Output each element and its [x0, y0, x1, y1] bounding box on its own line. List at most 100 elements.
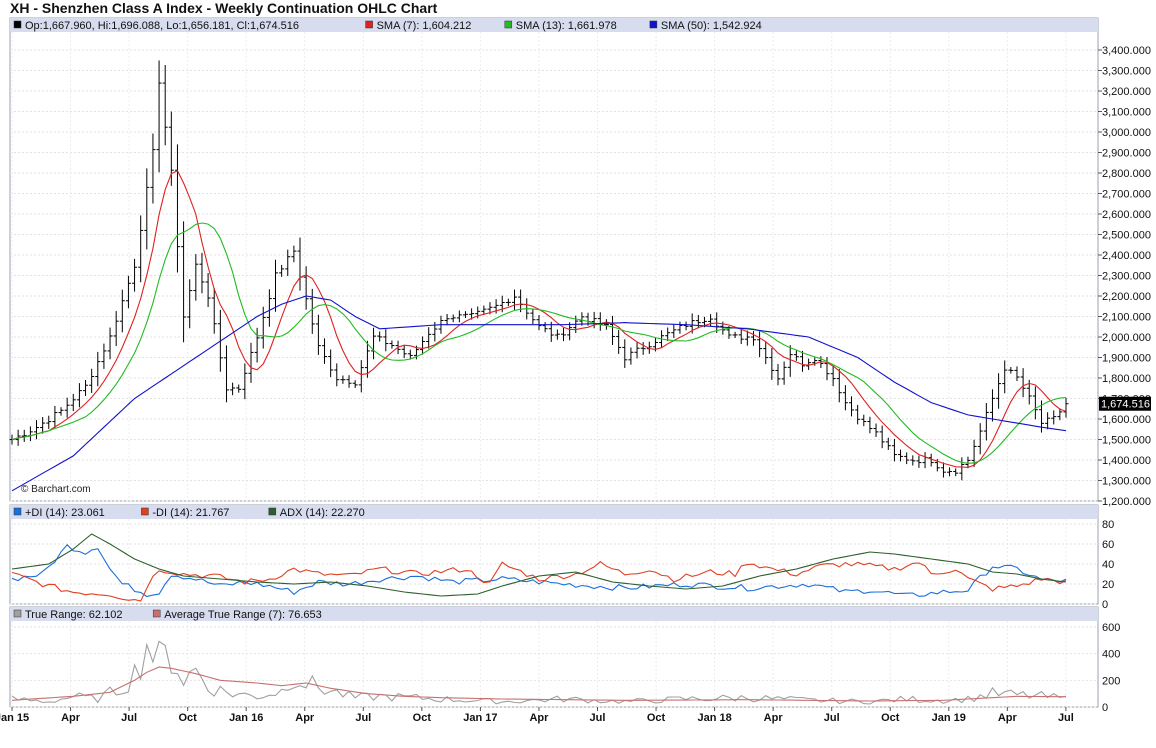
- ohlc-bar: [132, 258, 138, 292]
- dmi-y-tick-label: 80: [1102, 519, 1114, 531]
- price-panel: [9, 17, 1099, 502]
- ohlc-bar: [800, 350, 805, 372]
- dmi-y-tick-label: 0: [1102, 599, 1108, 611]
- ohlc-bar: [181, 221, 187, 343]
- ohlc-bar: [830, 366, 836, 387]
- ohlc-bar: [119, 289, 125, 333]
- x-axis-label: Jul: [824, 712, 840, 724]
- ohlc-bar: [708, 314, 714, 327]
- price-y-tick-label: 2,400.000: [1102, 250, 1151, 262]
- ohlc-bar: [383, 329, 389, 352]
- ohlc-bar: [469, 308, 475, 320]
- atr_panel-legend-label: True Range: 62.102: [25, 609, 122, 621]
- dmi_panel-legend-label: -DI (14): 21.767: [152, 507, 229, 519]
- price-y-tick-label: 2,800.000: [1102, 168, 1151, 180]
- ohlc-bar: [947, 467, 953, 477]
- ohlc-bar: [444, 314, 450, 326]
- price-y-tick-label: 1,800.000: [1102, 373, 1151, 385]
- ohlc-bar: [806, 358, 812, 370]
- ohlc-bar: [769, 348, 775, 380]
- ohlc-bar: [873, 423, 879, 437]
- ohlc-bar: [996, 373, 1002, 409]
- price-y-tick-label: 3,000.000: [1102, 127, 1151, 139]
- ohlc-bar: [285, 249, 291, 277]
- x-axis-label: Jan 16: [229, 712, 263, 724]
- ohlc-bar: [150, 133, 156, 204]
- ohlc-bar: [162, 65, 168, 146]
- price-y-tick-label: 2,200.000: [1102, 291, 1151, 303]
- x-axis-label: Apr: [998, 712, 1018, 724]
- price-y-tick-label: 3,400.000: [1102, 45, 1151, 57]
- price-y-tick-label: 2,000.000: [1102, 332, 1151, 344]
- ohlc-bar: [40, 417, 46, 434]
- ohlc-bar: [377, 331, 383, 342]
- price_panel-legend-label: SMA (13): 1,661.978: [516, 20, 617, 32]
- ohlc-bar: [640, 342, 646, 355]
- ohlc-bar: [744, 330, 750, 346]
- ohlc-bar: [352, 380, 358, 388]
- price-y-tick-label: 1,300.000: [1102, 476, 1151, 488]
- ohlc-bar: [248, 342, 254, 383]
- ohlc-bar: [205, 272, 211, 308]
- price_panel-legend-swatch: [365, 20, 373, 29]
- price-y-tick-label: 3,300.000: [1102, 66, 1151, 78]
- dmi_panel-legend-label: +DI (14): 23.061: [25, 507, 105, 519]
- ohlc-bar: [554, 329, 560, 340]
- ohlc-bar: [328, 349, 334, 378]
- ohlc-bar: [671, 324, 677, 338]
- ohlc-bar: [187, 279, 193, 329]
- dmi_panel-legend-bar: [10, 505, 1098, 519]
- ohlc-bar: [677, 321, 683, 334]
- ohlc-bar: [113, 311, 119, 347]
- price-y-tick-label: 2,700.000: [1102, 189, 1151, 201]
- x-axis-label: Jul: [355, 712, 371, 724]
- ohlc-bar: [750, 331, 756, 346]
- ohlc-bar: [628, 347, 634, 365]
- plus-di-line: [11, 543, 1067, 598]
- ohlc-bar: [983, 402, 989, 441]
- ohlc-bar: [144, 168, 150, 250]
- price-y-tick-label: 3,100.000: [1102, 107, 1151, 119]
- dmi_panel-legend-swatch: [13, 507, 22, 516]
- ohlc-bar: [481, 305, 487, 315]
- ohlc-bar: [603, 319, 609, 330]
- ohlc-bar: [793, 350, 799, 361]
- atr-y-tick-label: 600: [1102, 622, 1120, 634]
- ohlc-bar: [46, 415, 52, 429]
- atr_panel-legend-bar: [10, 607, 1098, 621]
- x-axis-label: Jul: [121, 712, 137, 724]
- ohlc-bar: [781, 361, 787, 385]
- price-y-tick-label: 2,100.000: [1102, 312, 1151, 324]
- dmi-panel: [9, 504, 1099, 605]
- ohlc-bar: [787, 345, 793, 377]
- ohlc-bar: [340, 375, 346, 384]
- ohlc-bar: [836, 368, 842, 403]
- ohlc-bar: [242, 363, 248, 400]
- x-axis-label: Apr: [61, 712, 81, 724]
- ohlc-bar: [315, 314, 321, 355]
- x-axis-label: Jul: [1058, 712, 1074, 724]
- price-y-tick-label: 2,500.000: [1102, 230, 1151, 242]
- ohlc-bar: [107, 327, 113, 360]
- ohlc-bar: [634, 342, 640, 359]
- ohlc-bar: [266, 289, 272, 327]
- x-axis-label: Oct: [178, 712, 197, 724]
- ohlc-bar: [842, 385, 848, 411]
- x-axis-label: Apr: [764, 712, 784, 724]
- price_panel-legend-bar: [10, 18, 1098, 32]
- ohlc-bar: [775, 364, 781, 386]
- ohlc-bar: [34, 420, 40, 440]
- price_panel-legend-label: SMA (7): 1,604.212: [377, 20, 472, 32]
- ohlc-bar: [1002, 360, 1008, 394]
- minus-di-line: [11, 560, 1067, 602]
- ohlc-bar: [953, 468, 959, 477]
- sma50-line: [11, 295, 1067, 492]
- ohlc-bar: [1008, 367, 1014, 374]
- ohlc-bar: [610, 315, 616, 346]
- ohlc-bar: [371, 327, 377, 360]
- ohlc-bar: [236, 384, 242, 393]
- ohlc-bar: [211, 288, 217, 334]
- sma13-line: [11, 222, 1067, 464]
- ohlc-bar: [279, 264, 285, 277]
- x-axis-label: Jan 15: [0, 712, 29, 724]
